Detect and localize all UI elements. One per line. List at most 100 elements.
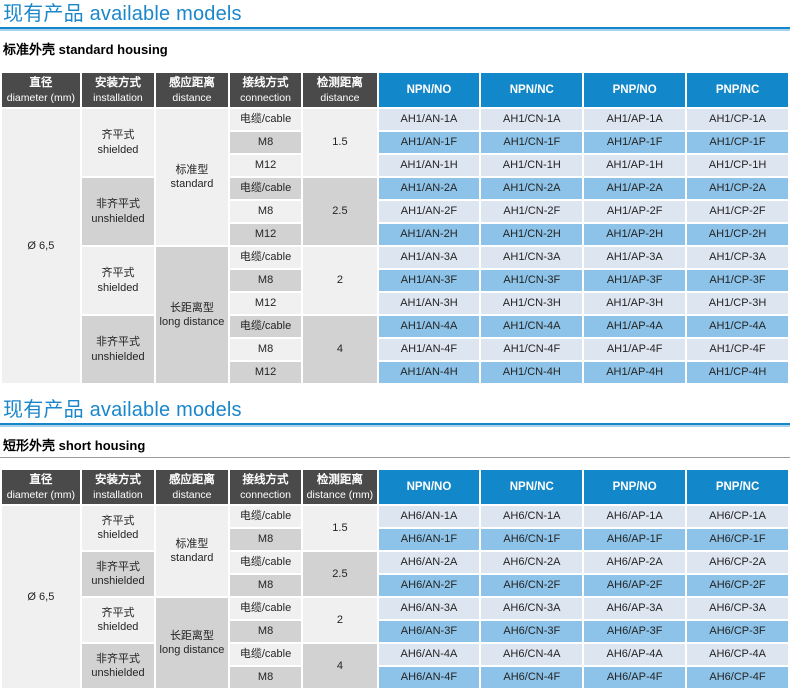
column-header-en: distance — [172, 488, 212, 501]
column-header-pnp-nc: PNP/NC — [687, 73, 788, 107]
model-cell: AH6/AP-4A — [584, 644, 686, 665]
model-cell: AH1/AN-3F — [378, 270, 480, 291]
section-standard-housing: 现有产品 available models 标准外壳 standard hous… — [0, 2, 790, 385]
model-cell: AH6/AN-3F — [378, 621, 480, 642]
column-header-installation: 安装方式 installation — [81, 73, 155, 107]
model-cell: AH6/AN-2A — [378, 552, 480, 573]
model-cell: AH6/AP-2A — [584, 552, 686, 573]
connection-cell: 电缆/cable — [229, 247, 302, 268]
page-title: 现有产品 available models — [3, 398, 790, 422]
installation-cell-zh: 齐平式 — [101, 606, 135, 619]
model-cell: AH1/CP-1F — [687, 132, 788, 153]
installation-cell-zh: 非齐平式 — [95, 560, 140, 573]
model-cell: AH1/AP-4A — [584, 316, 686, 337]
column-header-distance: 检测距离 distance — [303, 73, 377, 107]
connection-cell: M8 — [229, 621, 302, 642]
model-cell: AH1/AN-2H — [378, 224, 480, 245]
model-cell: AH1/CP-2H — [687, 224, 788, 245]
column-header-connection: 接线方式 connection — [229, 470, 302, 504]
model-cell: AH1/AP-3F — [584, 270, 686, 291]
model-cell: AH6/CP-3F — [687, 621, 788, 642]
model-cell: AH1/CN-2F — [481, 201, 583, 222]
installation-cell: 齐平式 shielded — [81, 506, 155, 550]
diameter-cell: Ø 6,5 — [2, 109, 80, 383]
sensing-type-cell-zh: 标准型 — [175, 163, 209, 176]
model-cell: AH6/AN-1F — [378, 529, 480, 550]
installation-cell-zh: 非齐平式 — [95, 198, 140, 211]
sensing-type-cell-zh: 长距离型 — [169, 301, 214, 314]
table-row: M12 AH1/AN-4H AH1/CN-4H AH1/AP-4H AH1/CP-4H — [2, 362, 788, 383]
model-cell: AH6/CN-4A — [481, 644, 583, 665]
model-cell: AH1/AP-1H — [584, 155, 686, 176]
installation-cell-en: unshielded — [91, 212, 145, 225]
column-header-npn-no: NPN/NO — [378, 470, 480, 504]
diameter-cell: Ø 6,5 — [2, 506, 80, 688]
page-title-zh: 现有产品 — [3, 3, 84, 25]
connection-cell: M12 — [229, 293, 302, 314]
column-header-en: connection — [240, 91, 291, 104]
installation-cell: 非齐平式 unshielded — [81, 552, 155, 596]
column-header-pnp-no: PNP/NO — [584, 73, 686, 107]
column-header-en: installation — [93, 91, 143, 104]
column-header-diameter-mm: 直径 diameter (mm) — [2, 470, 80, 504]
model-cell: AH6/CP-1A — [687, 506, 788, 527]
detection-distance-cell: 1.5 — [303, 506, 377, 550]
page-title-zh: 现有产品 — [3, 399, 84, 421]
model-cell: AH1/CP-3A — [687, 247, 788, 268]
model-cell: AH1/CN-4F — [481, 339, 583, 360]
model-cell: AH6/CP-4A — [687, 644, 788, 665]
model-cell: AH1/CP-4F — [687, 339, 788, 360]
section-subtitle-zh: 短形外壳 — [3, 438, 56, 453]
column-header-npn-nc: NPN/NC — [481, 470, 583, 504]
column-header-pnp-no: PNP/NO — [584, 470, 686, 504]
model-cell: AH1/AP-4F — [584, 339, 686, 360]
column-header-en: diameter (mm) — [6, 488, 76, 501]
model-cell: AH1/AN-2F — [378, 201, 480, 222]
column-header-pnp-nc: PNP/NC — [687, 470, 788, 504]
model-cell: AH6/AP-1A — [584, 506, 686, 527]
model-cell: AH6/CN-2A — [481, 552, 583, 573]
table-row: M8 AH6/AN-1F AH6/CN-1F AH6/AP-1F AH6/CP-1F — [2, 529, 788, 550]
installation-cell-en: shielded — [97, 621, 139, 633]
model-cell: AH1/CN-1A — [481, 109, 583, 130]
model-cell: AH1/CP-1A — [687, 109, 788, 130]
installation-cell-en: unshielded — [91, 667, 145, 679]
installation-cell-zh: 齐平式 — [101, 267, 135, 280]
installation-cell-en: unshielded — [91, 350, 145, 363]
table-row: M8 AH6/AN-4F AH6/CN-4F AH6/AP-4F AH6/CP-4F — [2, 667, 788, 688]
column-header-distance: 感应距离 distance — [156, 73, 228, 107]
model-cell: AH1/AP-4H — [584, 362, 686, 383]
model-cell: AH1/CP-3F — [687, 270, 788, 291]
model-cell: AH6/CN-1F — [481, 529, 583, 550]
model-cell: AH1/AP-2F — [584, 201, 686, 222]
detection-distance-cell: 4 — [303, 316, 377, 383]
model-cell: AH1/CP-1H — [687, 155, 788, 176]
column-header-distance: 感应距离 distance — [156, 470, 228, 504]
table-row: M8 AH1/AN-4F AH1/CN-4F AH1/AP-4F AH1/CP-4F — [2, 339, 788, 360]
connection-cell: 电缆/cable — [229, 316, 302, 337]
section-subtitle: 短形外壳 short housing — [3, 435, 790, 454]
table-row: 非齐平式 unshielded 电缆/cable 4 AH1/AN-4A AH1/CN-4… — [2, 316, 788, 383]
model-cell: AH6/CP-1F — [687, 529, 788, 550]
table-row: M12 AH1/AN-2H AH1/CN-2H AH1/AP-2H AH1/CP-2H — [2, 224, 788, 245]
column-header-diameter-mm: 直径 diameter (mm) — [2, 73, 80, 107]
section-subtitle: 标准外壳 standard housing — [3, 39, 790, 58]
page-title: 现有产品 available models — [3, 2, 790, 26]
detection-distance-cell: 1.5 — [303, 109, 377, 176]
title-underline-rule — [0, 27, 790, 31]
connection-cell: M12 — [229, 362, 302, 383]
detection-distance-cell: 2.5 — [303, 552, 377, 596]
installation-cell: 非齐平式 unshielded — [81, 178, 155, 245]
model-cell: AH6/CN-3A — [481, 598, 583, 619]
column-header-npn-no: NPN/NO — [378, 73, 480, 107]
sensing-type-cell: 标准型 standard — [156, 109, 228, 245]
table-row: M8 AH1/AN-1F AH1/CN-1F AH1/AP-1F AH1/CP-1F — [2, 132, 788, 153]
column-header-zh: 直径 — [29, 77, 53, 90]
section-subtitle-en: short housing — [58, 438, 146, 453]
model-cell: AH1/CP-3H — [687, 293, 788, 314]
installation-cell: 齐平式 shielded — [81, 247, 155, 314]
table-row: 非齐平式 unshielded 电缆/cable 2.5 AH6/AN-2A AH6/CN… — [2, 552, 788, 596]
column-header-installation: 安装方式 installation — [81, 470, 155, 504]
column-header-zh: 检测距离 — [316, 474, 363, 487]
table-row: M12 AH1/AN-1H AH1/CN-1H AH1/AP-1H AH1/CP-1H — [2, 155, 788, 176]
